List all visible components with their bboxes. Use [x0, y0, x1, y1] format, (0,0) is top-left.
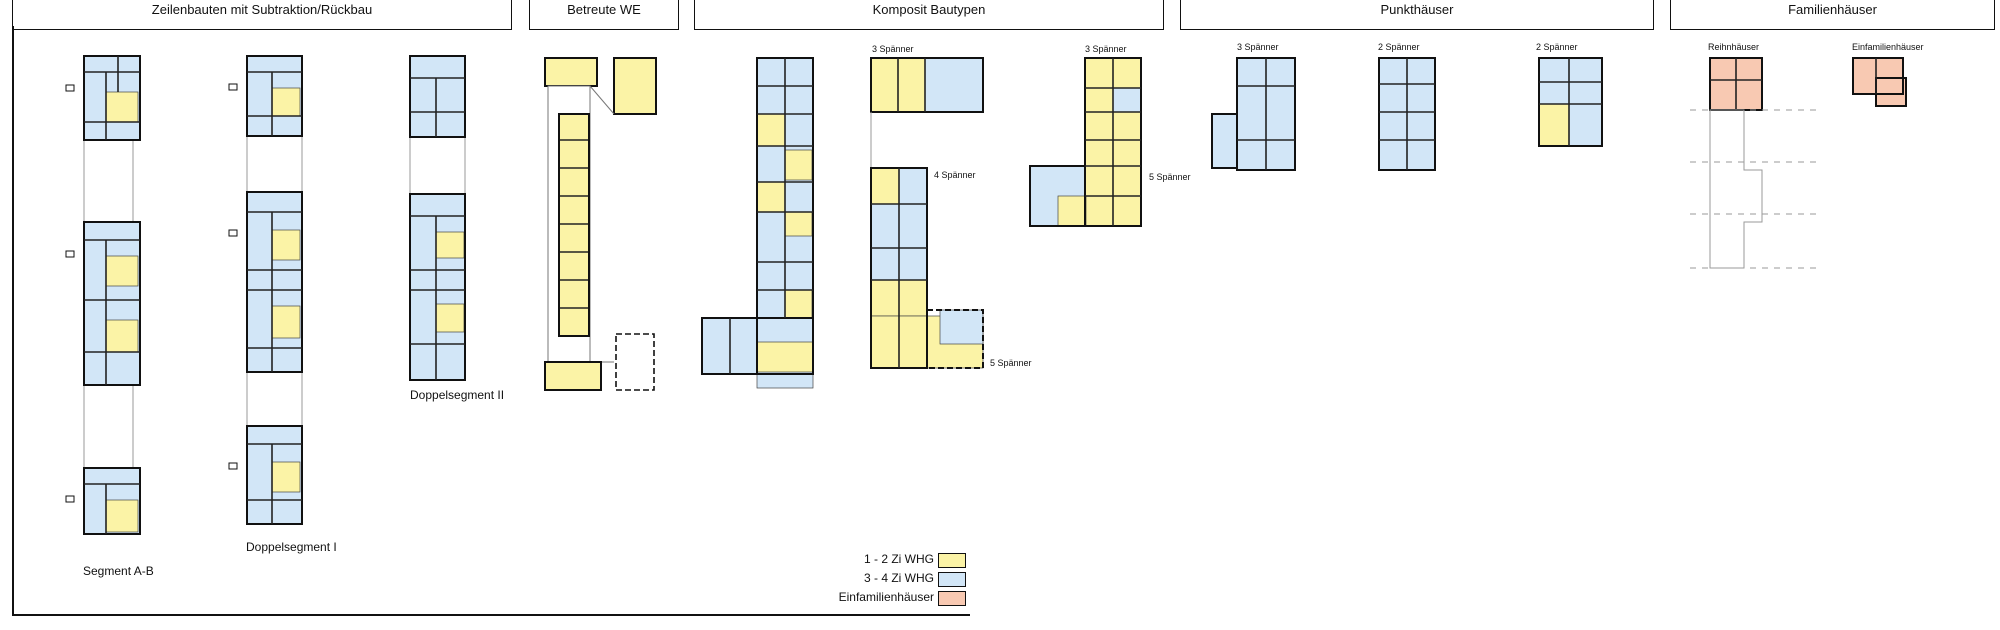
label-punkthaus-3spaenner: 3 Spänner — [1237, 42, 1279, 52]
label-komposit-4spaenner: 4 Spänner — [934, 170, 976, 180]
label-segment-ab: Segment A-B — [83, 564, 154, 578]
label-komposit-3spaenner-b: 3 Spänner — [1085, 44, 1127, 54]
plan-doppelsegment-2 — [409, 55, 466, 381]
plan-segment-ab-top — [83, 55, 141, 141]
label-punkthaus-2spaenner-a: 2 Spänner — [1378, 42, 1420, 52]
plan-betreute-we — [544, 57, 657, 391]
legend-label: 3 - 4 Zi WHG — [863, 571, 934, 585]
category-familienhaeuser: Familienhäuser — [1670, 0, 1995, 30]
legend-label: Einfamilienhäuser — [838, 590, 934, 604]
label-doppelsegment-1: Doppelsegment I — [246, 540, 337, 554]
legend-item-einfamilienhaeuser: Einfamilienhäuser — [790, 589, 970, 607]
sheet-frame-bottom — [12, 614, 970, 616]
plan-segment-ab-bottom — [83, 467, 141, 535]
label-punkthaus-2spaenner-b: 2 Spänner — [1536, 42, 1578, 52]
plan-segment-ab — [65, 55, 141, 535]
plan-punkthaus-3spaenner — [1211, 57, 1296, 171]
legend-swatch-yellow — [938, 553, 966, 568]
category-punkthaeuser: Punkthäuser — [1180, 0, 1654, 30]
label-komposit-5spaenner-a: 5 Spänner — [1149, 172, 1191, 182]
plan-doppelsegment-1 — [228, 55, 303, 525]
label-komposit-5spaenner-b: 5 Spänner — [990, 358, 1032, 368]
category-zeilenbauten: Zeilenbauten mit Subtraktion/Rückbau — [12, 0, 512, 30]
plan-einfamilienhaus — [1852, 57, 1907, 107]
legend-swatch-salmon — [938, 591, 966, 606]
plan-komposit-middle — [870, 57, 984, 369]
legend-swatch-blue — [938, 572, 966, 587]
plan-segment-ab-middle — [83, 221, 141, 386]
plan-reihnhaeuser — [1690, 57, 1820, 269]
legend-item-1-2-zi: 1 - 2 Zi WHG — [790, 551, 970, 569]
category-komposit-bautypen: Komposit Bautypen — [694, 0, 1164, 30]
plan-punkthaus-2spaenner-b — [1538, 57, 1603, 147]
plan-komposit-j — [701, 57, 814, 389]
plan-komposit-right — [1029, 57, 1142, 227]
label-einfamilienhaeuser: Einfamilienhäuser — [1852, 42, 1924, 52]
sheet-frame-left — [12, 26, 14, 616]
label-reihnhaeuser: Reihnhäuser — [1708, 42, 1760, 52]
label-doppelsegment-2: Doppelsegment II — [410, 388, 505, 402]
plan-punkthaus-2spaenner-a — [1378, 57, 1436, 171]
category-betreute-we: Betreute WE — [529, 0, 679, 30]
legend-item-3-4-zi: 3 - 4 Zi WHG — [790, 570, 970, 588]
label-komposit-3spaenner-a: 3 Spänner — [872, 44, 914, 54]
legend-label: 1 - 2 Zi WHG — [863, 552, 934, 566]
